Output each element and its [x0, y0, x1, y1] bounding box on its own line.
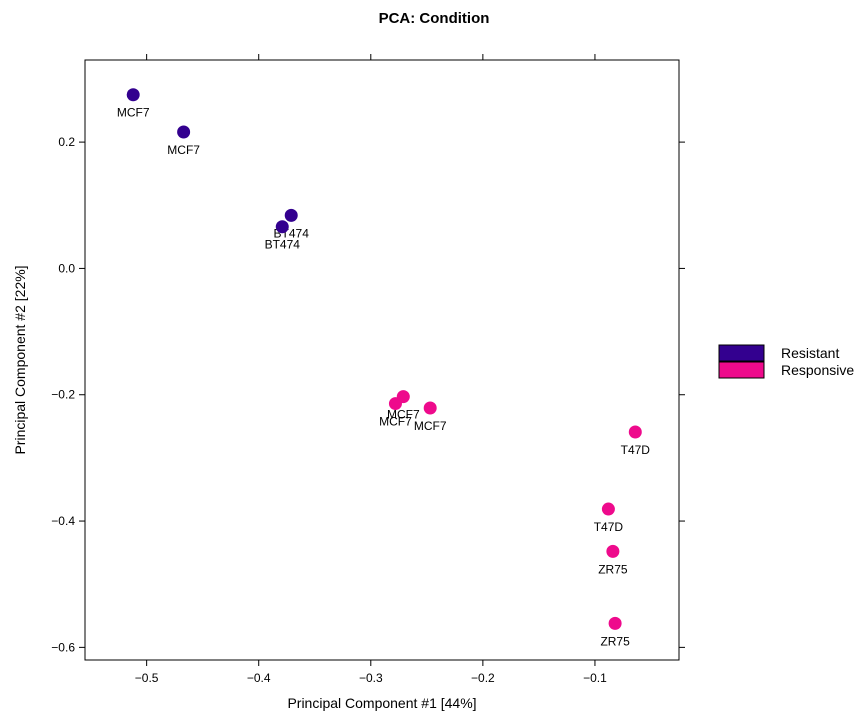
y-tick-label: 0.2	[58, 135, 75, 149]
y-tick-label: −0.4	[51, 514, 75, 528]
data-point-resistant	[177, 125, 191, 139]
x-tick-label: −0.4	[247, 671, 271, 685]
x-axis-label: Principal Component #1 [44%]	[287, 695, 476, 711]
legend-label-responsive: Responsive	[781, 362, 854, 378]
data-point-resistant	[284, 208, 298, 222]
point-label: ZR75	[600, 634, 630, 648]
legend-label-resistant: Resistant	[781, 345, 839, 361]
y-axis-ticks: 0.2 0.0 −0.2 −0.4 −0.6	[51, 135, 685, 654]
data-point-resistant	[126, 88, 140, 102]
y-tick-label: −0.6	[51, 640, 75, 654]
x-tick-label: −0.2	[471, 671, 495, 685]
point-label: MCF7	[379, 415, 412, 429]
x-tick-label: −0.1	[583, 671, 607, 685]
point-label: MCF7	[167, 143, 200, 157]
x-tick-label: −0.5	[135, 671, 159, 685]
x-tick-label: −0.3	[359, 671, 383, 685]
legend-swatch-responsive	[718, 361, 765, 379]
point-label: T47D	[621, 443, 651, 457]
data-point-responsive	[601, 502, 615, 516]
data-point-resistant	[275, 220, 289, 234]
data-point-responsive	[628, 425, 642, 439]
data-point-responsive	[608, 616, 622, 630]
y-tick-label: −0.2	[51, 388, 75, 402]
data-point-responsive	[606, 544, 620, 558]
plot-area-frame	[84, 59, 680, 661]
y-tick-label: 0.0	[58, 261, 75, 275]
point-label: MCF7	[387, 408, 420, 422]
chart-title: PCA: Condition	[379, 10, 490, 27]
data-point-responsive	[423, 401, 437, 415]
legend-swatch-resistant	[718, 344, 765, 362]
point-label: MCF7	[117, 106, 150, 120]
y-axis-label: Principal Component #2 [22%]	[12, 265, 28, 454]
x-axis-ticks: −0.5 −0.4 −0.3 −0.2 −0.1	[135, 54, 607, 685]
point-label: ZR75	[598, 562, 628, 576]
point-label: MCF7	[414, 419, 447, 433]
point-label: T47D	[594, 520, 624, 534]
data-point-responsive	[388, 397, 402, 411]
point-label: BT474	[265, 238, 301, 252]
